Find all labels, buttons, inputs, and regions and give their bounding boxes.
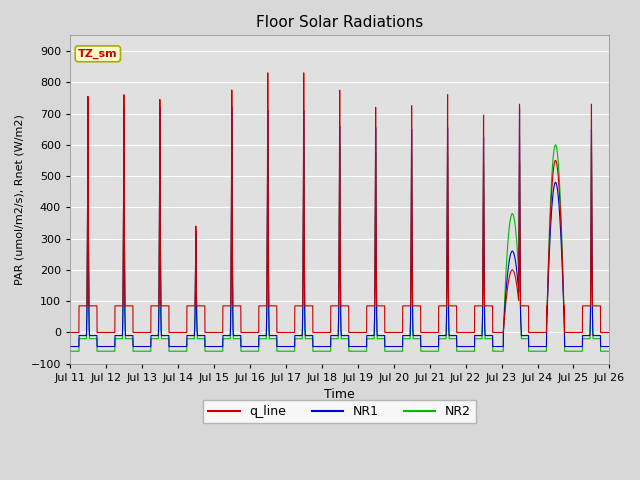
NR2: [250, 348, 257, 354]
NR1: [250, 344, 257, 349]
NR2: [476, 336, 483, 342]
Line: q_line: q_line: [70, 73, 609, 333]
q_line: [264, 70, 271, 76]
NR2: [460, 348, 468, 354]
NR2: [66, 348, 74, 354]
q_line: [476, 303, 483, 309]
NR2: [120, 124, 128, 130]
NR1: [66, 344, 74, 349]
NR1: [576, 344, 584, 349]
q_line: [583, 303, 591, 309]
Line: NR1: NR1: [70, 107, 609, 347]
Text: TZ_sm: TZ_sm: [78, 48, 118, 59]
NR1: [476, 333, 483, 338]
q_line: [460, 330, 468, 336]
NR1: [84, 104, 92, 110]
q_line: [576, 330, 584, 336]
NR2: [583, 336, 591, 342]
Y-axis label: PAR (umol/m2/s), Rnet (W/m2): PAR (umol/m2/s), Rnet (W/m2): [15, 114, 25, 285]
q_line: [66, 330, 74, 336]
NR1: [583, 333, 591, 338]
q_line: [321, 330, 329, 336]
Legend: q_line, NR1, NR2: q_line, NR1, NR2: [204, 400, 476, 423]
NR1: [605, 344, 613, 349]
Line: NR2: NR2: [70, 127, 609, 351]
NR1: [460, 344, 468, 349]
Title: Floor Solar Radiations: Floor Solar Radiations: [256, 15, 423, 30]
NR1: [321, 344, 329, 349]
q_line: [250, 330, 257, 336]
NR2: [576, 348, 584, 354]
NR2: [321, 348, 329, 354]
q_line: [605, 330, 613, 336]
NR2: [605, 348, 613, 354]
X-axis label: Time: Time: [324, 388, 355, 401]
